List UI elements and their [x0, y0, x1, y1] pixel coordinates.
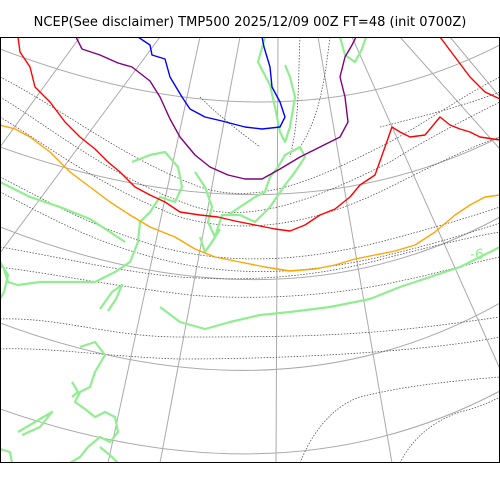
map-title: NCEP(See disclaimer) TMP500 2025/12/09 0… [33, 15, 467, 30]
latitude-line [0, 44, 500, 103]
latitude-line [0, 136, 500, 196]
latitude-line [0, 390, 500, 455]
contour-red-east [439, 37, 500, 100]
temperature-map: -6 [0, 37, 500, 463]
coastline [194, 145, 307, 239]
coastline [69, 340, 120, 463]
coastline [198, 228, 221, 254]
coastline [338, 37, 368, 64]
meridian-line [275, 37, 279, 463]
coastline [159, 246, 500, 331]
contour-red-west [17, 37, 500, 232]
coastline [99, 446, 119, 463]
contour-orange [0, 124, 500, 272]
meridian-line [351, 37, 500, 370]
contour-label: -6 [470, 247, 484, 263]
meridian-line [449, 37, 500, 98]
coastline [71, 381, 80, 398]
contour-purple [75, 37, 357, 180]
meridian-line [399, 37, 500, 150]
isotherm-lines [0, 37, 500, 463]
latitude-line [0, 216, 500, 281]
latitude-line [0, 302, 500, 371]
coastline [0, 261, 10, 300]
coastline [0, 181, 126, 243]
coastline [17, 410, 54, 437]
meridian-line [317, 37, 393, 463]
temperature-contours [0, 37, 500, 272]
latitude-lines [0, 44, 500, 455]
coastline [0, 447, 14, 463]
meridian-line [107, 37, 201, 463]
coastlines [0, 37, 500, 463]
meridian-lines [0, 37, 500, 463]
coastline [256, 37, 297, 144]
meridian-line [0, 37, 161, 254]
contour-blue [137, 37, 286, 130]
coastline [99, 283, 124, 312]
map-frame [0, 37, 500, 463]
meridian-line [159, 37, 241, 463]
coastline [2, 150, 184, 287]
